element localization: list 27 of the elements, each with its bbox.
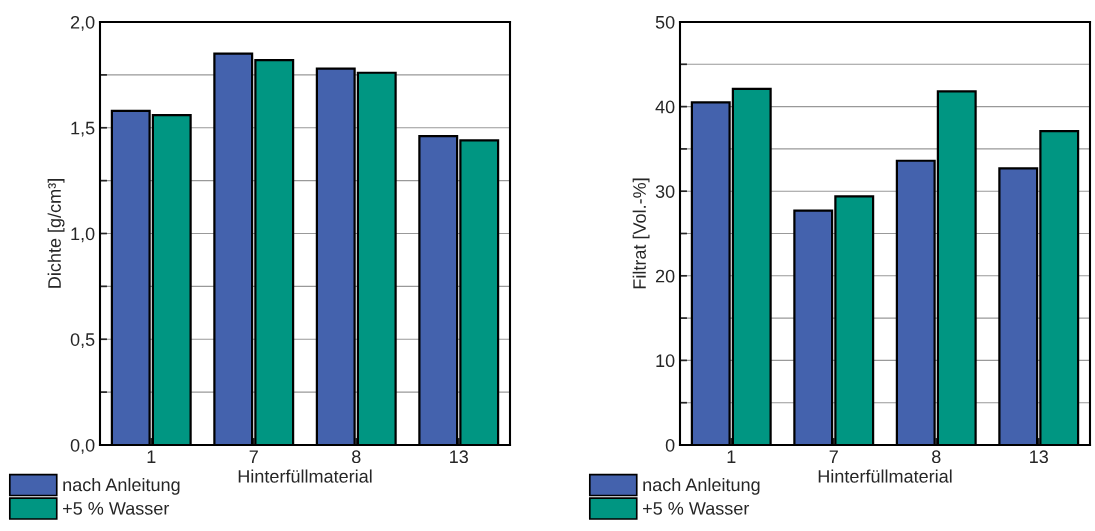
x-axis-title: Hinterfüllmaterial [818,469,952,483]
legend-label: nach Anleitung [643,477,760,495]
x-tick-label: 13 [1030,450,1048,464]
legend-label: nach Anleitung [63,477,180,495]
y-tick-label: 1,0 [71,227,95,243]
y-axis-title: Filtrat [Vol.-%] [632,178,650,289]
x-tick-label: 1 [727,450,736,463]
y-tick-label: 10 [656,354,675,368]
x-tick-label: 7 [829,450,838,463]
x-tick-label: 1 [147,450,156,463]
y-tick-label: 20 [655,269,675,283]
legend-label: +5 % Wasser [63,502,170,515]
y-tick-label: 30 [655,185,675,198]
y-axis-title: Dichte [g/cm³] [47,179,65,288]
y-tick-label: 50 [655,15,675,29]
legend-label: +5 % Wasser [643,502,750,515]
x-tick-label: 7 [249,450,258,463]
x-tick-label: 8 [352,450,361,464]
y-tick-label: 2,0 [70,15,95,31]
y-tick-label: 40 [655,100,675,114]
x-tick-label: 8 [932,450,941,464]
y-tick-label: 0,5 [70,333,95,349]
y-tick-label: 1,5 [71,121,95,137]
y-tick-label: 0,0 [70,438,95,454]
x-axis-title: Hinterfüllmaterial [238,469,372,483]
x-tick-label: 13 [450,450,468,464]
y-tick-label: 0 [665,438,675,452]
